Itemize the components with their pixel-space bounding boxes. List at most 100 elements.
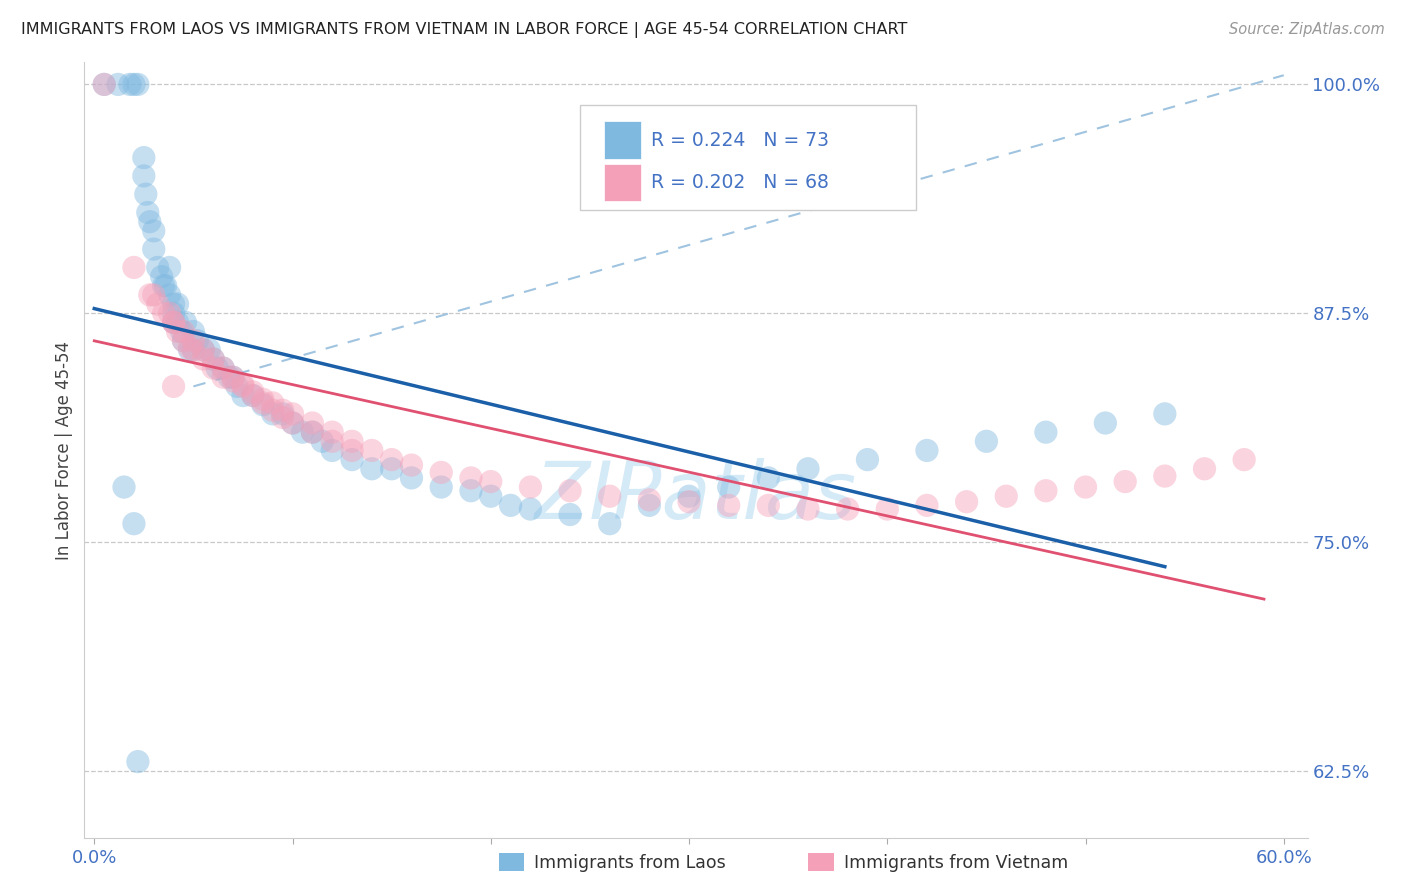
Immigrants from Laos (321, 443, 343, 458)
Immigrants from Vietnam (271, 410, 294, 425)
Immigrants from Vietnam (430, 466, 453, 480)
Immigrants from Vietnam (173, 325, 195, 339)
Immigrants from Laos (186, 334, 208, 348)
Immigrants from Laos (118, 78, 141, 92)
Immigrants from Vietnam (183, 343, 205, 357)
Immigrants from Vietnam (252, 392, 274, 407)
Immigrants from Laos (222, 370, 245, 384)
Immigrants from Laos (381, 462, 404, 476)
Immigrants from Vietnam (146, 297, 169, 311)
Immigrants from Laos (132, 169, 155, 183)
Immigrants from Vietnam (360, 443, 382, 458)
Immigrants from Laos (638, 499, 661, 513)
Immigrants from Laos (360, 462, 382, 476)
Immigrants from Laos (166, 315, 188, 329)
FancyBboxPatch shape (605, 164, 641, 202)
Immigrants from Vietnam (252, 396, 274, 410)
Immigrants from Vietnam (202, 351, 225, 366)
Immigrants from Vietnam (1233, 452, 1256, 467)
Immigrants from Laos (915, 443, 938, 458)
Immigrants from Vietnam (139, 288, 162, 302)
Immigrants from Vietnam (321, 434, 343, 449)
Immigrants from Vietnam (301, 425, 323, 439)
FancyBboxPatch shape (579, 105, 917, 210)
Immigrants from Laos (127, 78, 149, 92)
Immigrants from Laos (856, 452, 879, 467)
Immigrants from Laos (173, 334, 195, 348)
Immigrants from Laos (976, 434, 998, 449)
Immigrants from Vietnam (183, 334, 205, 348)
Immigrants from Vietnam (162, 379, 184, 393)
Immigrants from Vietnam (222, 370, 245, 384)
Immigrants from Laos (678, 489, 700, 503)
Immigrants from Laos (122, 78, 145, 92)
Immigrants from Laos (166, 297, 188, 311)
Immigrants from Vietnam (122, 260, 145, 275)
Immigrants from Laos (183, 325, 205, 339)
Immigrants from Laos (460, 483, 482, 498)
Immigrants from Laos (1094, 416, 1116, 430)
Immigrants from Vietnam (876, 502, 898, 516)
Immigrants from Vietnam (271, 403, 294, 417)
Immigrants from Vietnam (193, 343, 215, 357)
Immigrants from Laos (756, 471, 779, 485)
Immigrants from Laos (179, 343, 201, 357)
Immigrants from Vietnam (152, 306, 174, 320)
Immigrants from Laos (301, 425, 323, 439)
Immigrants from Laos (340, 452, 363, 467)
Y-axis label: In Labor Force | Age 45-54: In Labor Force | Age 45-54 (55, 341, 73, 560)
Immigrants from Vietnam (340, 434, 363, 449)
Immigrants from Vietnam (222, 374, 245, 388)
Immigrants from Laos (271, 407, 294, 421)
Immigrants from Laos (142, 224, 165, 238)
Immigrants from Vietnam (262, 403, 284, 417)
Immigrants from Laos (162, 306, 184, 320)
Immigrants from Vietnam (460, 471, 482, 485)
Immigrants from Vietnam (281, 416, 304, 430)
Immigrants from Vietnam (162, 315, 184, 329)
Immigrants from Laos (159, 260, 181, 275)
Immigrants from Laos (558, 508, 581, 522)
Immigrants from Laos (499, 499, 522, 513)
Immigrants from Vietnam (166, 325, 188, 339)
Immigrants from Laos (1153, 407, 1175, 421)
Immigrants from Vietnam (173, 334, 195, 348)
Immigrants from Vietnam (995, 489, 1018, 503)
Immigrants from Laos (139, 215, 162, 229)
Immigrants from Vietnam (599, 489, 621, 503)
Immigrants from Vietnam (381, 452, 404, 467)
Text: R = 0.224   N = 73: R = 0.224 N = 73 (651, 130, 828, 150)
Immigrants from Laos (183, 343, 205, 357)
Immigrants from Laos (136, 205, 159, 219)
Immigrants from Vietnam (142, 288, 165, 302)
Immigrants from Laos (242, 388, 264, 402)
Immigrants from Laos (205, 361, 228, 376)
Immigrants from Laos (135, 187, 157, 202)
Immigrants from Vietnam (232, 379, 254, 393)
Immigrants from Laos (112, 480, 135, 494)
Immigrants from Vietnam (638, 492, 661, 507)
Immigrants from Laos (132, 151, 155, 165)
Immigrants from Vietnam (232, 377, 254, 392)
Text: R = 0.202   N = 68: R = 0.202 N = 68 (651, 173, 828, 193)
Immigrants from Laos (401, 471, 423, 485)
Immigrants from Laos (170, 325, 193, 339)
Immigrants from Vietnam (479, 475, 502, 489)
Immigrants from Laos (107, 78, 129, 92)
Immigrants from Vietnam (1035, 483, 1057, 498)
Text: Source: ZipAtlas.com: Source: ZipAtlas.com (1229, 22, 1385, 37)
Immigrants from Vietnam (262, 396, 284, 410)
Immigrants from Laos (797, 462, 820, 476)
Immigrants from Laos (127, 755, 149, 769)
Immigrants from Laos (142, 242, 165, 256)
Immigrants from Vietnam (301, 416, 323, 430)
Immigrants from Laos (218, 370, 240, 384)
Immigrants from Laos (1035, 425, 1057, 439)
Immigrants from Vietnam (519, 480, 541, 494)
Immigrants from Vietnam (756, 499, 779, 513)
Immigrants from Vietnam (93, 78, 115, 92)
Immigrants from Laos (122, 516, 145, 531)
Immigrants from Vietnam (202, 361, 225, 376)
Immigrants from Vietnam (179, 341, 201, 355)
Immigrants from Vietnam (558, 483, 581, 498)
